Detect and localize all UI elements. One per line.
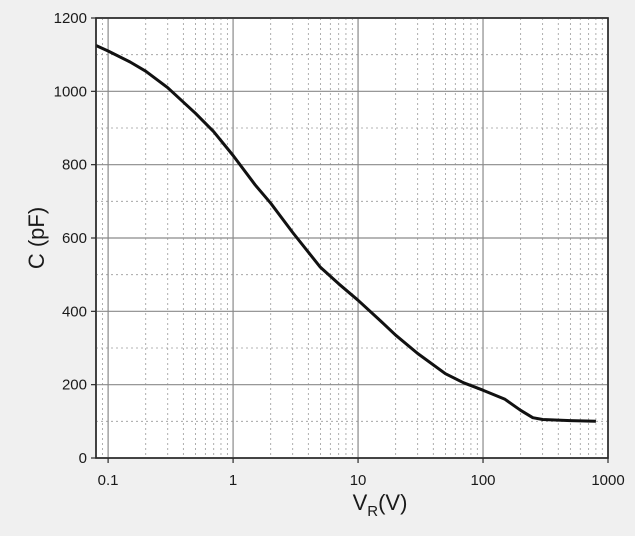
- x-tick-label: 0.1: [98, 472, 119, 489]
- y-tick-label: 800: [62, 157, 87, 174]
- y-axis-ticks: 0 200 400 600 800 1000 1200: [54, 10, 96, 467]
- x-axis-ticks: 0.1 1 10 100 1000: [98, 458, 625, 489]
- y-tick-label: 200: [62, 377, 87, 394]
- x-axis-title: VR(V): [353, 490, 408, 520]
- y-tick-label: 600: [62, 230, 87, 247]
- plot-frame: [95, 17, 609, 459]
- x-tick-label: 1: [229, 472, 237, 489]
- y-tick-label: 1200: [54, 10, 87, 27]
- capacitance-curve: [95, 44, 596, 423]
- x-tick-label: 100: [471, 472, 496, 489]
- y-axis-title: C (pF): [24, 207, 49, 269]
- x-tick-label: 1000: [591, 472, 624, 489]
- x-axis-title-unit: (V): [378, 490, 407, 515]
- y-tick-label: 1000: [54, 83, 87, 100]
- grid-lines: [95, 18, 608, 458]
- x-tick-label: 10: [350, 472, 367, 489]
- x-axis-title-subscript: R: [367, 503, 378, 520]
- y-tick-label: 400: [62, 303, 87, 320]
- y-tick-label: 0: [79, 450, 87, 467]
- x-axis-title-main: V: [353, 490, 368, 515]
